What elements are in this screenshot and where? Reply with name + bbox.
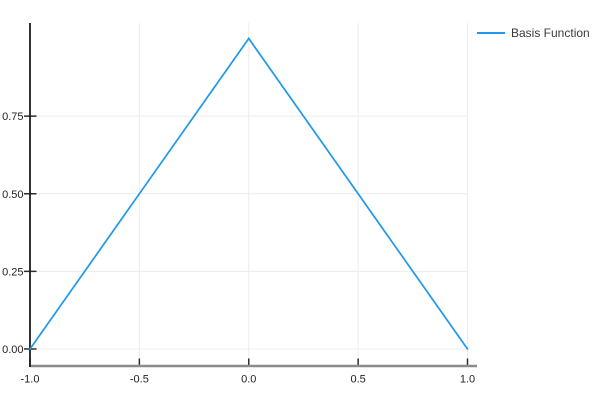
x-tick-label: 0.0 [241, 374, 256, 386]
x-tick-label: -1.0 [21, 374, 40, 386]
y-tick-label: 0.50 [2, 189, 23, 201]
y-tick-label: 0.25 [2, 266, 23, 278]
legend: Basis Function [477, 26, 590, 40]
x-tick-label: -0.5 [130, 374, 149, 386]
x-tick-label: 0.5 [350, 374, 365, 386]
x-tick-label: 1.0 [460, 374, 475, 386]
y-tick-label: 0.00 [2, 344, 23, 356]
y-tick-label: 0.75 [2, 111, 23, 123]
series-line-basis-function [29, 37, 469, 350]
legend-label: Basis Function [511, 26, 590, 40]
legend-line-sample [477, 32, 505, 34]
